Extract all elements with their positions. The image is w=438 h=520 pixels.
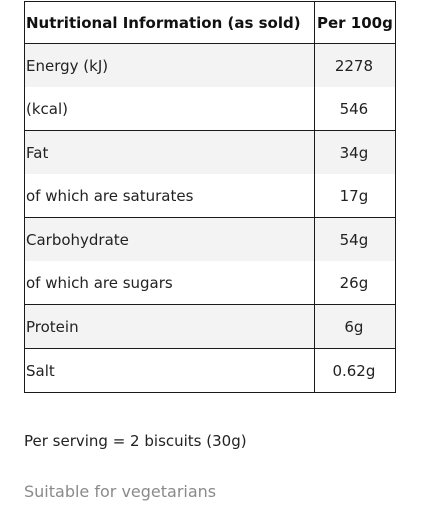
table-row-kcal: (kcal) 546: [24, 87, 396, 131]
table-row-salt: Salt 0.62g: [24, 348, 396, 393]
row-label: of which are sugars: [24, 261, 315, 305]
table-row-energy-kj: Energy (kJ) 2278: [24, 43, 396, 87]
vegetarian-note: Suitable for vegetarians: [24, 482, 217, 501]
row-value: 54g: [314, 217, 396, 261]
table-row-protein: Protein 6g: [24, 304, 396, 349]
nutrition-table: Nutritional Information (as sold) Per 10…: [24, 1, 396, 393]
row-value: 17g: [314, 174, 396, 218]
row-label: (kcal): [24, 87, 315, 131]
row-value: 2278: [314, 43, 396, 87]
row-label: Fat: [24, 130, 315, 174]
table-row-sugars: of which are sugars 26g: [24, 261, 396, 305]
table-header-row: Nutritional Information (as sold) Per 10…: [24, 1, 396, 44]
table-row-fat: Fat 34g: [24, 130, 396, 174]
row-value: 546: [314, 87, 396, 131]
row-value: 0.62g: [314, 348, 396, 393]
row-value: 34g: [314, 130, 396, 174]
row-label: Energy (kJ): [24, 43, 315, 87]
serving-note: Per serving = 2 biscuits (30g): [24, 432, 247, 450]
row-label: of which are saturates: [24, 174, 315, 218]
row-label: Protein: [24, 304, 315, 349]
row-label: Carbohydrate: [24, 217, 315, 261]
header-label: Nutritional Information (as sold): [24, 1, 315, 44]
row-label: Salt: [24, 348, 315, 393]
header-value: Per 100g: [314, 1, 396, 44]
table-row-carbohydrate: Carbohydrate 54g: [24, 217, 396, 261]
row-value: 26g: [314, 261, 396, 305]
table-row-saturates: of which are saturates 17g: [24, 174, 396, 218]
row-value: 6g: [314, 304, 396, 349]
